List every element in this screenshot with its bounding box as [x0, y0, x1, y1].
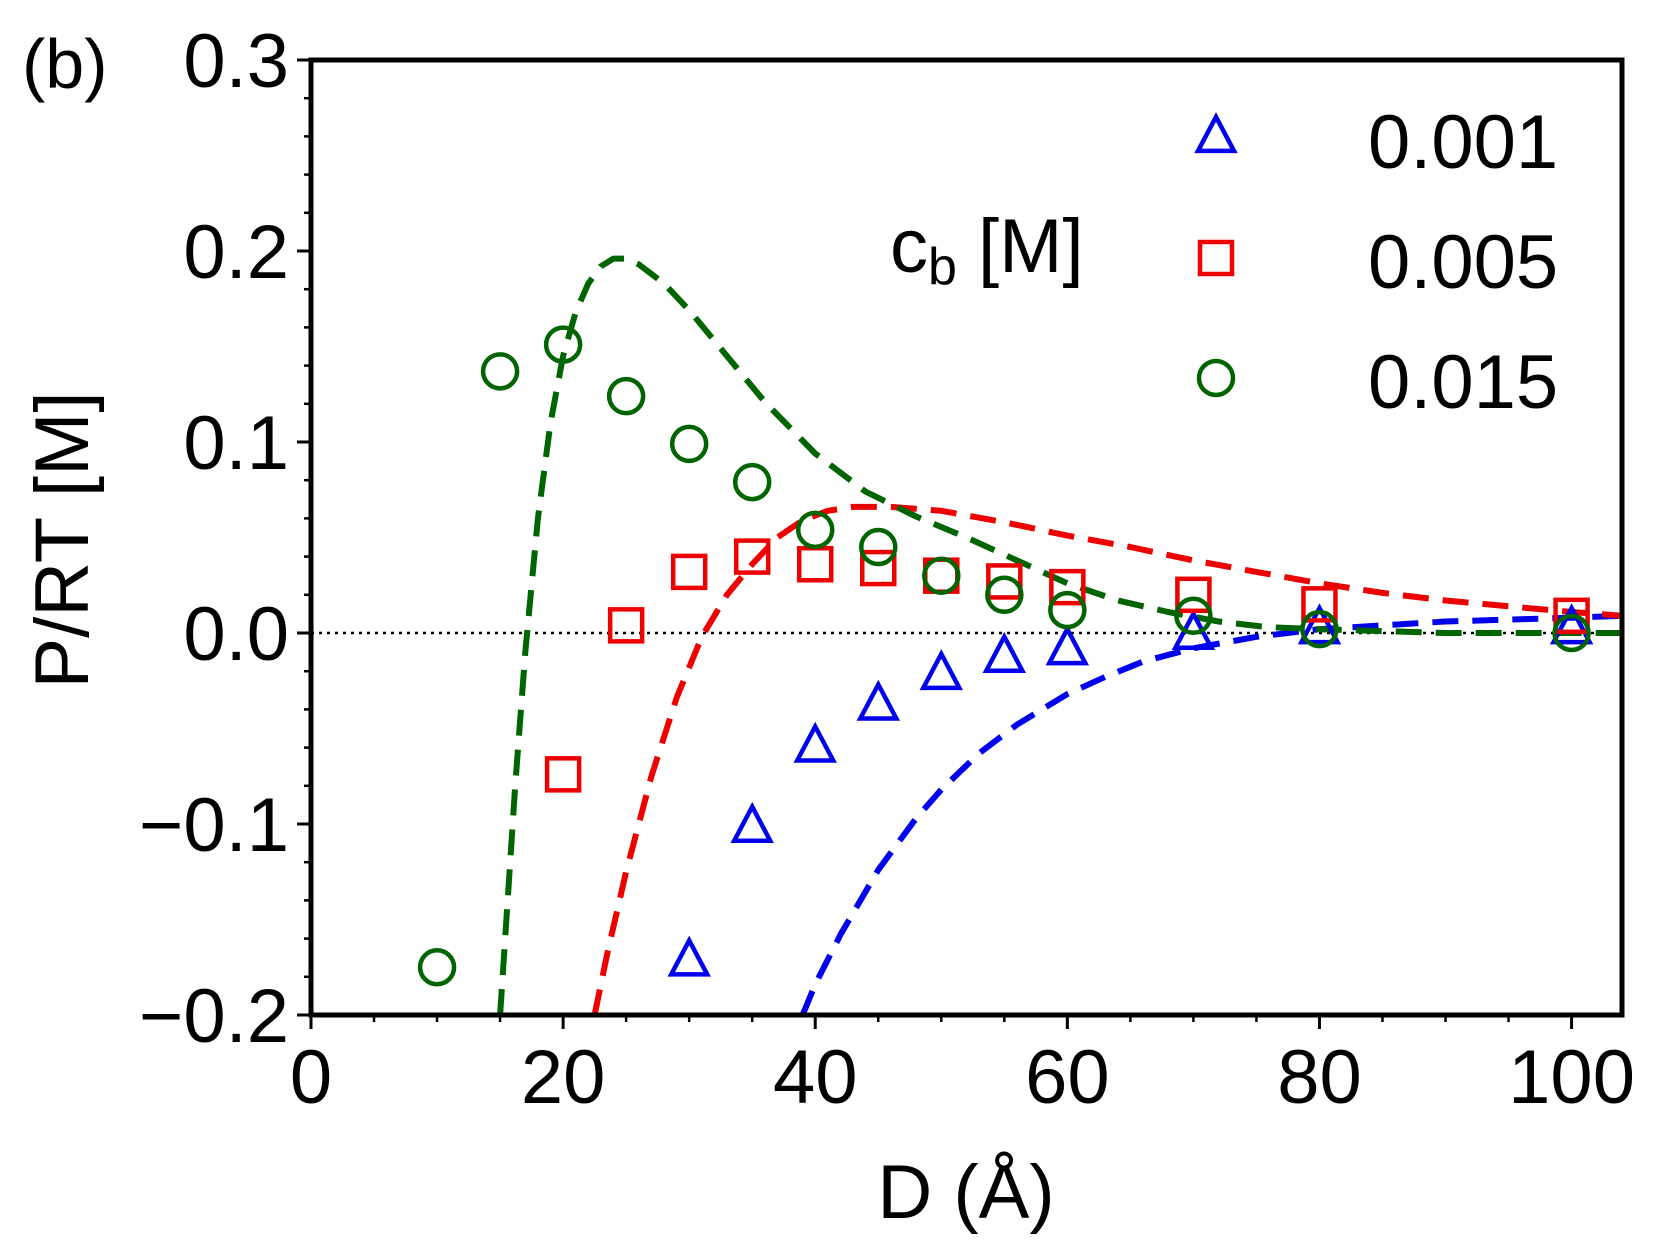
x-tick-label-0: 0: [290, 1035, 332, 1120]
legend-marker-0.005: [1197, 239, 1235, 277]
y-tick-label-1: −0.1: [139, 783, 289, 868]
data-point-0.001-1: [730, 801, 774, 843]
data-point-0.001-3: [856, 679, 901, 721]
x-tick-label-2: 40: [773, 1035, 858, 1120]
data-point-0.015-6: [795, 510, 835, 550]
legend-title-main: c: [890, 204, 928, 289]
legend-label-0.015: 0.015: [1368, 340, 1558, 425]
data-point-0.015-10: [1048, 590, 1087, 630]
data-point-0.001-8: [1297, 603, 1342, 645]
data-point-0.015-12: [1300, 609, 1339, 649]
y-tick-label-2: 0.0: [183, 592, 289, 677]
data-point-0.001-4: [919, 649, 964, 691]
data-point-0.001-2: [793, 721, 837, 763]
data-point-0.015-11: [1174, 596, 1213, 636]
data-point-0.005-2: [670, 553, 708, 591]
data-point-0.001-6: [1045, 624, 1090, 666]
x-tick-label-1: 20: [521, 1035, 606, 1120]
legend-title-unit: [M]: [957, 204, 1084, 289]
y-tick-label-0: −0.2: [139, 974, 289, 1059]
data-point-0.005-9: [1175, 576, 1212, 614]
x-axis-title: D (Å): [877, 1150, 1054, 1235]
data-point-0.015-13: [1552, 613, 1591, 653]
data-points-layer: [417, 325, 1594, 987]
data-point-0.015-7: [859, 527, 898, 567]
y-axis-title: P/RT [M]: [20, 391, 105, 688]
x-tick-label-3: 60: [1025, 1035, 1110, 1120]
panel-label: (b): [22, 25, 108, 103]
fit-curve-0.015: [497, 255, 1622, 1015]
legend: 0.001 0.005 0.015: [1194, 100, 1558, 425]
x-tick-label-4: 80: [1277, 1035, 1362, 1120]
text-layer: (b) D (Å) P/RT [M] cb [M]: [20, 25, 1084, 1235]
data-point-0.001-0: [667, 935, 711, 977]
x-tick-label-5: 100: [1508, 1035, 1635, 1120]
y-tick-label-4: 0.2: [183, 210, 289, 295]
plot-frame: [308, 57, 1625, 1018]
data-point-0.005-1: [607, 607, 645, 644]
data-point-0.005-8: [1049, 568, 1086, 606]
data-point-0.005-10: [1301, 586, 1338, 623]
y-tick-label-5: 0.3: [183, 19, 289, 104]
data-point-0.005-0: [544, 756, 582, 793]
data-point-0.005-4: [796, 545, 834, 583]
data-point-0.005-11: [1553, 597, 1590, 635]
legend-marker-0.015: [1196, 358, 1236, 398]
data-point-0.015-5: [732, 462, 772, 502]
data-point-0.015-3: [606, 376, 646, 416]
data-point-0.015-2: [543, 325, 583, 364]
axes-layer: 0 20 40 60 80 100 −0.2 −0.1 0.0 0.1 0.2 0.3: [139, 19, 1635, 1120]
data-point-0.015-0: [417, 948, 457, 987]
fit-curve-0.005: [591, 503, 1622, 1015]
legend-title: cb [M]: [890, 204, 1084, 296]
data-point-0.001-5: [982, 631, 1027, 673]
fit-curve-0.001: [799, 612, 1622, 1015]
data-point-0.001-9: [1549, 603, 1594, 645]
fit-curves-layer: [497, 255, 1622, 1015]
legend-marker-0.001: [1194, 112, 1238, 154]
legend-label-0.005: 0.005: [1368, 220, 1558, 305]
data-point-0.005-3: [733, 538, 771, 575]
legend-title-sub: b: [928, 238, 957, 296]
y-tick-label-3: 0.1: [183, 401, 289, 486]
data-point-0.005-7: [986, 563, 1023, 600]
legend-label-0.001: 0.001: [1368, 100, 1558, 185]
data-point-0.015-9: [985, 575, 1024, 615]
data-point-0.015-1: [480, 352, 520, 391]
data-point-0.015-8: [922, 556, 961, 595]
data-point-0.015-4: [669, 424, 709, 464]
data-point-0.005-5: [860, 549, 897, 587]
